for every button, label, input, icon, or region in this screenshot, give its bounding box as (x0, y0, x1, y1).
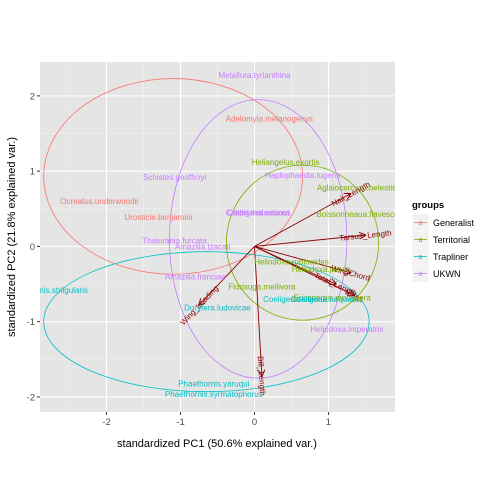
point-urosticte-benjamini: Urosticte.benjamini (124, 213, 192, 222)
point-heliodoxa-jacula: Heliodoxa.jacula (292, 265, 351, 274)
legend-label-territorial: Territorial (433, 235, 470, 245)
loading-label-bill-length: Bill_Length (256, 356, 267, 396)
legend: groups a Generalist a Territorial a Trapliner… (411, 200, 475, 283)
point-amazilia-tzacatl: Amazilia.tzacatl (175, 242, 231, 251)
point-eriocnemis-mosquera: Eriocnemis.mosquera (293, 294, 371, 303)
y-tick-label: 1 (30, 167, 35, 178)
point-coeligena-lutetiae: Coeligena.lutetiae (263, 295, 328, 304)
legend-label-ukwn: UKWN (433, 269, 461, 279)
ellipse-territorial (225, 164, 380, 321)
point-thalurania-furcata: Thalurania.furcata (142, 236, 207, 245)
svg-text:a: a (419, 271, 423, 278)
y-tick-label: 2 (30, 91, 35, 102)
point-schistes-geoffroyi: Schistes.geoffroyi (143, 173, 206, 182)
point-phaethornis-syrmatophorus: Phaethornis.syrmatophorus (165, 390, 263, 399)
point-aglaiocercus-coelestis: Aglaiocercus.coelestis (317, 184, 396, 193)
x-axis-title: standardized PC1 (50.6% explained var.) (117, 438, 317, 450)
ellipse-trapliner (43, 251, 370, 393)
legend-title: groups (412, 200, 444, 211)
legend-key-trapliner: a (411, 247, 430, 266)
group-ellipses (43, 78, 380, 393)
ellipse-ukwn (169, 99, 348, 379)
point-phaethornis-striigularis: Phaethornis.striigularis (7, 286, 88, 295)
loading-arrow-wingchord (254, 245, 350, 272)
y-tick-label: -2 (27, 392, 35, 403)
x-tick-label: -2 (102, 417, 110, 428)
point-heliodoxa-imperatrix: Heliodoxa.imperatrix (310, 325, 383, 334)
point-adelomyia-melanogenys: Adelomyia.melanogenys (226, 114, 313, 123)
legend-label-generalist: Generalist (433, 218, 475, 228)
legend-label-trapliner: Trapliner (433, 252, 468, 262)
point-coeligena-wilsoni: Coeligena.wilsoni (227, 209, 289, 218)
x-axis-ticks: -2 -1 0 1 (102, 412, 331, 428)
y-axis-ticks: -2 -1 0 1 2 (27, 91, 40, 403)
loading-arrow-nail-length (254, 194, 350, 247)
point-florisuga-mellivora: Florisuga.mellivora (228, 282, 296, 291)
legend-key-ukwn: a (411, 264, 430, 283)
svg-text:a: a (419, 237, 423, 244)
svg-text:a: a (419, 220, 423, 227)
x-tick-label: -1 (176, 417, 184, 428)
y-tick-label: 0 (30, 242, 35, 253)
y-tick-label: -1 (27, 317, 35, 328)
point-doryfera-ludovicae: Doryfera.ludovicae (184, 303, 251, 312)
loading-arrow-bill-length (254, 246, 261, 375)
point-boissonneaua-flavescens: Boissonneaua.flavescens (316, 210, 407, 219)
point-phaethornis-yaruqui: Phaethornis.yaruqui (178, 379, 249, 388)
point-labels: Metallura.tyrianthina Adelomyia.melanogen… (7, 71, 407, 399)
x-tick-label: 1 (326, 417, 331, 428)
point-metallura-tyrianthina: Metallura.tyrianthina (218, 71, 291, 80)
legend-key-generalist: a (411, 213, 430, 232)
point-coeligena-torquata: Coeligena.torquata (291, 295, 359, 304)
point-heliangelus-exortis: Heliangelus.exortis (252, 158, 320, 167)
point-heliodoxa-rubinoides: Heliodoxa.rubinoides (254, 257, 329, 266)
y-axis-title: standardized PC2 (21.8% explained var.) (6, 137, 18, 337)
x-tick-label: 0 (252, 417, 257, 428)
point-amazilia-franciae: Amazilia.franciae (165, 273, 226, 282)
point-haplophaedia-lugens: Haplophaedia.lugens (265, 171, 340, 180)
point-ocreatus-underwoodii: Ocreatus.underwoodii (60, 197, 138, 206)
point-colibri-thalassinus: Colibri.thalassinus (226, 209, 291, 218)
svg-text:a: a (419, 254, 423, 261)
loading-arrow-tarsus-length (254, 235, 365, 247)
ellipse-generalist (43, 78, 303, 275)
legend-key-territorial: a (411, 230, 430, 249)
loading-arrow-wing-loading (199, 246, 255, 305)
loading-arrow-mass (254, 246, 354, 295)
